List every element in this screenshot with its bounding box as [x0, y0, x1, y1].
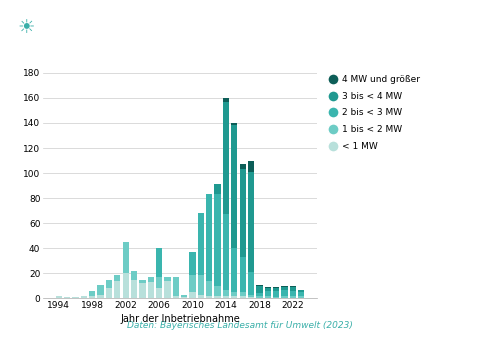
- Bar: [231, 125, 238, 248]
- Bar: [290, 286, 296, 287]
- Bar: [231, 292, 238, 296]
- Bar: [215, 194, 221, 286]
- Bar: [223, 290, 229, 296]
- Bar: [131, 280, 137, 298]
- Bar: [139, 280, 145, 283]
- Bar: [97, 284, 104, 295]
- Bar: [156, 277, 162, 288]
- Bar: [248, 297, 254, 298]
- Bar: [240, 257, 246, 292]
- Text: nach Leistungsklassen in Bayern: nach Leistungsklassen in Bayern: [163, 37, 356, 47]
- Bar: [156, 288, 162, 298]
- Bar: [173, 296, 179, 298]
- Bar: [206, 281, 212, 296]
- Bar: [256, 286, 263, 293]
- Text: ☀: ☀: [18, 18, 35, 38]
- Bar: [298, 290, 304, 292]
- Bar: [223, 214, 229, 290]
- Bar: [64, 297, 70, 298]
- Bar: [223, 296, 229, 298]
- Bar: [281, 286, 288, 287]
- Bar: [256, 284, 263, 286]
- Bar: [273, 291, 279, 297]
- Bar: [264, 291, 271, 296]
- Bar: [248, 272, 254, 295]
- Bar: [231, 296, 238, 298]
- Bar: [273, 297, 279, 298]
- Bar: [240, 164, 246, 169]
- Bar: [231, 248, 238, 292]
- Bar: [164, 281, 170, 298]
- Text: Anzahl der neu installierten Windenergieanlagen: Anzahl der neu installierten Windenergie…: [114, 15, 404, 24]
- Bar: [89, 296, 96, 298]
- Bar: [56, 296, 62, 298]
- Bar: [256, 293, 263, 296]
- Bar: [198, 295, 204, 298]
- Bar: [181, 297, 187, 298]
- Circle shape: [0, 7, 209, 49]
- Bar: [122, 273, 129, 298]
- Bar: [190, 252, 196, 275]
- Bar: [240, 296, 246, 298]
- Bar: [273, 287, 279, 288]
- Bar: [148, 282, 154, 298]
- Bar: [264, 296, 271, 298]
- Bar: [281, 296, 288, 298]
- Bar: [215, 296, 221, 298]
- Bar: [281, 290, 288, 296]
- Bar: [206, 194, 212, 281]
- Text: Daten: Bayerisches Landesamt für Umwelt (2023): Daten: Bayerisches Landesamt für Umwelt …: [127, 321, 353, 330]
- Bar: [264, 287, 271, 288]
- Bar: [81, 296, 87, 298]
- Bar: [290, 296, 296, 298]
- Bar: [122, 242, 129, 273]
- Bar: [106, 288, 112, 298]
- Bar: [114, 275, 120, 281]
- Bar: [215, 286, 221, 296]
- Bar: [156, 248, 162, 277]
- Bar: [206, 296, 212, 298]
- Bar: [223, 98, 229, 102]
- Bar: [97, 295, 104, 298]
- Bar: [264, 288, 271, 291]
- Bar: [181, 295, 187, 297]
- Bar: [298, 292, 304, 296]
- Bar: [248, 295, 254, 297]
- Bar: [298, 296, 304, 298]
- Bar: [290, 291, 296, 296]
- Bar: [198, 275, 204, 295]
- Bar: [89, 291, 96, 296]
- Bar: [273, 288, 279, 291]
- Bar: [281, 287, 288, 290]
- Bar: [190, 292, 196, 298]
- Bar: [248, 161, 254, 172]
- Bar: [256, 296, 263, 298]
- Bar: [240, 169, 246, 257]
- Bar: [114, 281, 120, 298]
- Bar: [106, 280, 112, 288]
- Bar: [290, 287, 296, 291]
- Bar: [248, 172, 254, 272]
- Bar: [148, 277, 154, 282]
- Legend: 4 MW und größer, 3 bis < 4 MW, 2 bis < 3 MW, 1 bis < 2 MW, < 1 MW: 4 MW und größer, 3 bis < 4 MW, 2 bis < 3…: [330, 75, 420, 151]
- Bar: [215, 184, 221, 194]
- X-axis label: Jahr der Inbetriebnahme: Jahr der Inbetriebnahme: [120, 314, 240, 324]
- Bar: [72, 297, 79, 298]
- Bar: [223, 102, 229, 214]
- Bar: [139, 283, 145, 298]
- Bar: [173, 277, 179, 296]
- Bar: [231, 123, 238, 125]
- Bar: [131, 271, 137, 280]
- Bar: [190, 275, 196, 292]
- Bar: [198, 213, 204, 275]
- Bar: [240, 292, 246, 296]
- Bar: [164, 277, 170, 281]
